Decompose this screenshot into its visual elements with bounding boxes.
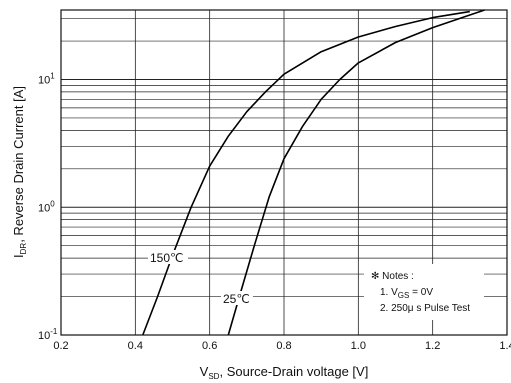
- x-tick-label: 0.8: [276, 340, 291, 352]
- y-tick-label: 100: [38, 199, 55, 214]
- series-line-25c: [227, 9, 485, 336]
- x-tick-label: 1.2: [425, 340, 440, 352]
- series-line-150c: [142, 10, 470, 336]
- tick-labels: 0.2 0.4 0.6 0.8 1.0 1.2 1.4 10-1 100 101: [38, 72, 511, 352]
- curve-label-150c: 150℃: [150, 251, 184, 265]
- label-bg-150: [148, 250, 188, 264]
- label-bg-25: [221, 291, 253, 305]
- series-layer: [142, 9, 485, 336]
- grid: [60, 10, 508, 336]
- y-tick-label: 101: [38, 72, 55, 87]
- curve-label-25c: 25℃: [223, 292, 250, 306]
- y-tick-label: 10-1: [38, 327, 58, 342]
- x-tick-label: 1.0: [351, 340, 366, 352]
- x-axis-label: VSD, Source-Drain voltage [V]: [200, 364, 369, 381]
- y-axis-label: IDR, Reverse Drain Current [A]: [11, 86, 28, 258]
- plot-frame: [60, 9, 508, 336]
- notes-line-2: 2. 250μ s Pulse Test: [380, 303, 470, 314]
- x-tick-label: 0.4: [128, 340, 143, 352]
- notes-box: ✻ Notes : 1. VGS = 0V 2. 250μ s Pulse Te…: [364, 264, 484, 320]
- x-tick-label: 0.2: [53, 340, 68, 352]
- x-tick-label: 1.4: [499, 340, 511, 352]
- notes-heading: ✻ Notes :: [371, 271, 414, 282]
- notes-line-1: 1. VGS = 0V: [380, 287, 433, 300]
- x-tick-label: 0.6: [202, 340, 217, 352]
